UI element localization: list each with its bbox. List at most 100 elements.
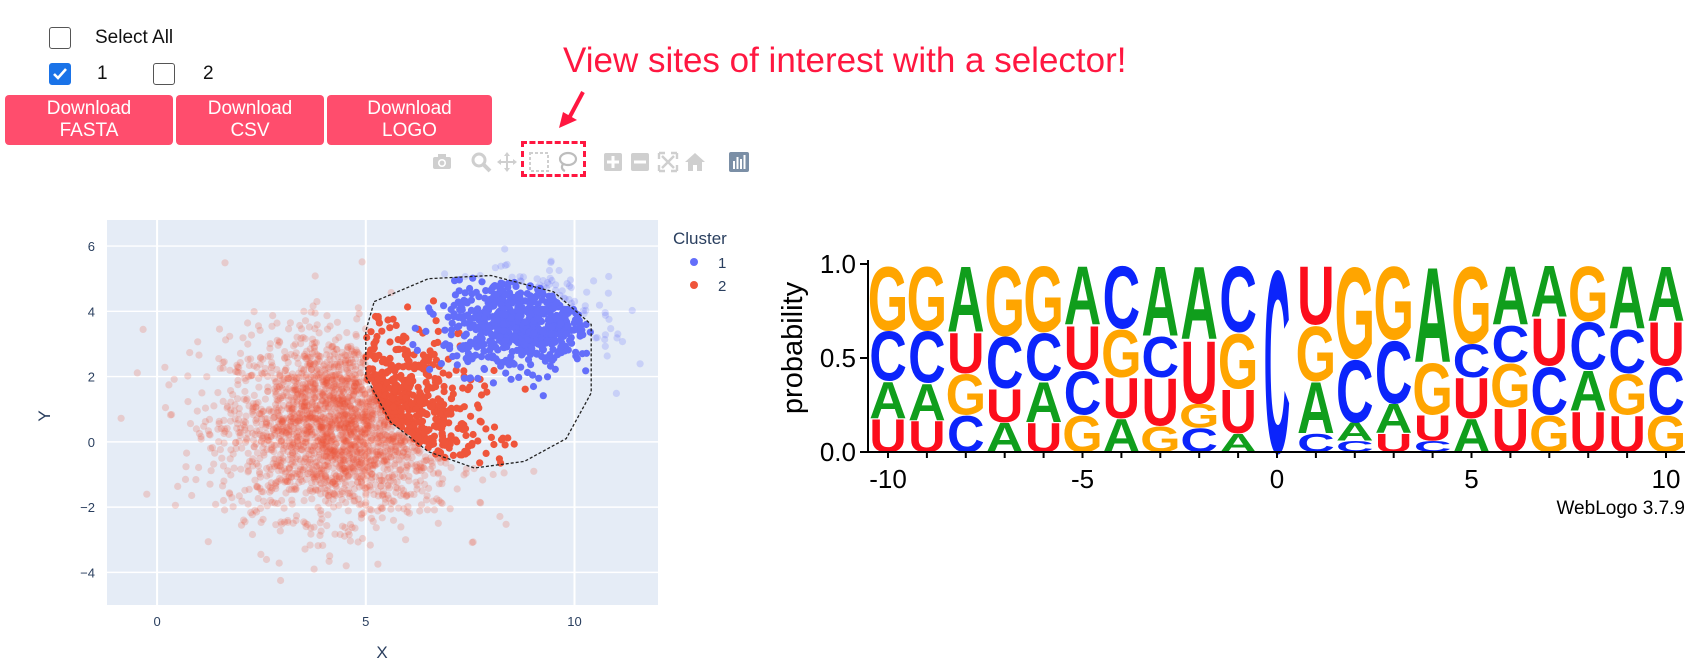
series-2-point[interactable] xyxy=(284,392,292,400)
series-1-point[interactable] xyxy=(425,304,433,312)
series-2-point[interactable] xyxy=(338,377,346,385)
series-2-point[interactable] xyxy=(326,453,334,462)
series-2-point[interactable] xyxy=(388,471,396,480)
series-2-point[interactable] xyxy=(359,438,367,446)
series-2-point[interactable] xyxy=(241,374,249,382)
series-2-point[interactable] xyxy=(339,431,347,439)
series-2-point[interactable] xyxy=(301,426,310,434)
series-2-point[interactable] xyxy=(293,430,301,438)
series-2-point[interactable] xyxy=(274,417,282,425)
series-2-point[interactable] xyxy=(347,342,355,350)
series-2-point[interactable] xyxy=(438,480,446,488)
series-2-point[interactable] xyxy=(315,453,323,461)
series-2-point[interactable] xyxy=(171,501,179,509)
series-2-point[interactable] xyxy=(398,472,407,480)
series-2-point[interactable] xyxy=(248,408,256,416)
series-2-point[interactable] xyxy=(319,428,327,436)
series-2-point[interactable] xyxy=(261,364,269,373)
series-2-point[interactable] xyxy=(277,518,285,526)
series-2-point[interactable] xyxy=(290,403,298,411)
series-2-point[interactable] xyxy=(369,448,377,456)
series-2-point[interactable] xyxy=(314,542,322,550)
autoscale-icon[interactable] xyxy=(656,150,680,174)
series-2-point[interactable] xyxy=(300,466,308,474)
series-2-point[interactable] xyxy=(363,417,371,425)
series-2-point[interactable] xyxy=(351,405,359,413)
series-2-point[interactable] xyxy=(346,392,354,400)
series-2-point[interactable] xyxy=(359,386,367,394)
series-2-point[interactable] xyxy=(381,435,389,443)
series-2-point[interactable] xyxy=(356,398,364,406)
series-2-point[interactable] xyxy=(440,388,448,396)
series-2-point[interactable] xyxy=(331,372,339,380)
series-2-point[interactable] xyxy=(304,387,312,395)
series-2-point[interactable] xyxy=(304,391,313,400)
series-2-point[interactable] xyxy=(402,394,410,402)
series-2-point[interactable] xyxy=(419,464,427,472)
series-2-point[interactable] xyxy=(319,423,327,431)
series-2-point[interactable] xyxy=(340,388,348,396)
series-2-point[interactable] xyxy=(205,430,213,438)
series-2-point[interactable] xyxy=(338,495,346,503)
series-2-point[interactable] xyxy=(288,404,296,412)
series-2-point[interactable] xyxy=(403,492,411,500)
series-2-point[interactable] xyxy=(278,466,286,474)
series-2-point[interactable] xyxy=(303,414,311,422)
series-2-point[interactable] xyxy=(383,432,391,440)
series-2-point[interactable] xyxy=(339,414,347,422)
series-2-point[interactable] xyxy=(300,366,308,375)
series-2-point[interactable] xyxy=(336,459,344,468)
series-2-point[interactable] xyxy=(278,437,286,445)
series-2-point[interactable] xyxy=(361,390,369,398)
series-1-point[interactable] xyxy=(547,295,555,303)
series-2-point[interactable] xyxy=(387,436,395,444)
series-2-point[interactable] xyxy=(294,470,302,478)
series-2-point[interactable] xyxy=(334,363,342,371)
series-2-point[interactable] xyxy=(349,412,357,420)
series-2-point[interactable] xyxy=(287,417,295,426)
series-1-point[interactable] xyxy=(476,331,485,340)
series-2-point[interactable] xyxy=(362,501,370,509)
series-2-point[interactable] xyxy=(271,480,280,488)
series-2-point[interactable] xyxy=(349,453,357,461)
series-2-point[interactable] xyxy=(332,375,341,384)
series-2-point[interactable] xyxy=(325,499,333,507)
series-2-point[interactable] xyxy=(325,403,333,411)
series-2-point[interactable] xyxy=(413,467,421,475)
series-2-point[interactable] xyxy=(315,451,323,459)
series-2-point[interactable] xyxy=(290,386,298,394)
series-2-point[interactable] xyxy=(372,524,380,532)
series-2-point[interactable] xyxy=(420,457,428,465)
series-2-point[interactable] xyxy=(278,430,286,438)
series-2-point[interactable] xyxy=(487,433,495,441)
series-2-point[interactable] xyxy=(260,440,268,448)
series-2-point[interactable] xyxy=(276,372,284,380)
series-2-point[interactable] xyxy=(370,410,378,418)
series-2-point[interactable] xyxy=(228,494,236,502)
series-2-point[interactable] xyxy=(337,388,345,396)
series-2-point[interactable] xyxy=(355,310,363,318)
series-2-point[interactable] xyxy=(384,461,392,469)
series-2-point[interactable] xyxy=(285,431,293,439)
series-2-point[interactable] xyxy=(344,507,352,515)
series-2-point[interactable] xyxy=(244,449,252,457)
series-2-point[interactable] xyxy=(316,455,325,463)
series-2-point[interactable] xyxy=(288,441,297,449)
series-2-point[interactable] xyxy=(395,441,403,449)
series-2-point[interactable] xyxy=(303,361,312,369)
series-2-point[interactable] xyxy=(291,447,299,455)
series-2-point[interactable] xyxy=(379,429,387,437)
series-2-point[interactable] xyxy=(284,516,292,525)
series-2-point[interactable] xyxy=(362,458,370,466)
series-2-point[interactable] xyxy=(269,459,277,467)
series-2-point[interactable] xyxy=(399,363,407,371)
series-2-point[interactable] xyxy=(325,364,333,372)
series-2-point[interactable] xyxy=(395,504,403,512)
series-2-point[interactable] xyxy=(351,417,359,425)
series-2-point[interactable] xyxy=(292,419,300,427)
series-2-point[interactable] xyxy=(368,393,376,402)
series-2-point[interactable] xyxy=(299,380,307,389)
series-2-point[interactable] xyxy=(310,470,318,478)
series-2-point[interactable] xyxy=(305,402,313,410)
series-2-point[interactable] xyxy=(330,443,338,451)
